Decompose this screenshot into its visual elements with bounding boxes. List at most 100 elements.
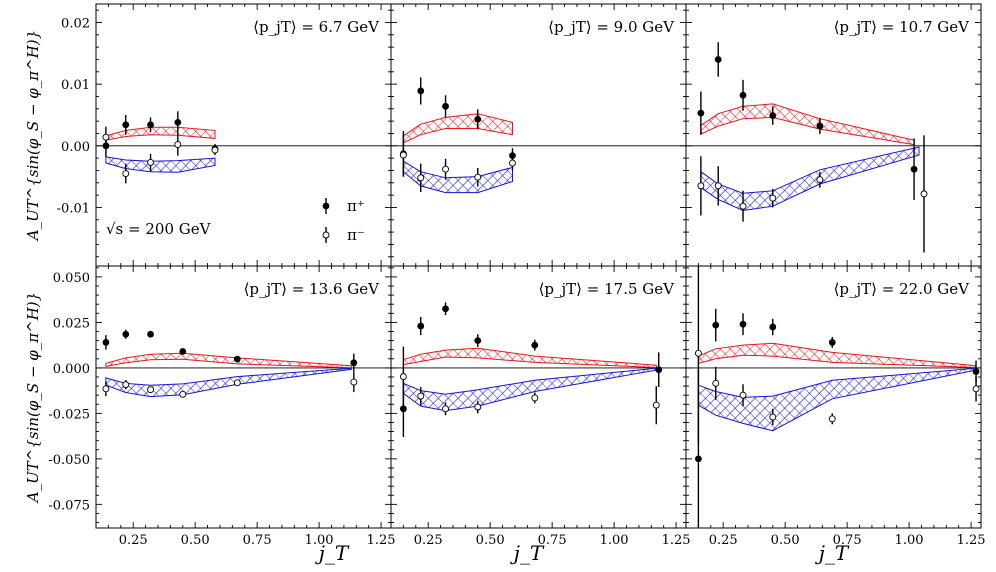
pi-plus-band — [700, 103, 915, 146]
pi-plus-point — [474, 337, 482, 344]
panel-label: ⟨p_jT⟩ = 10.7 GeV — [834, 18, 971, 36]
x-axis-label: j_T — [815, 541, 850, 565]
y-tick-label: -0.01 — [57, 201, 90, 216]
pi-minus-point — [442, 165, 449, 173]
x-tick-label: 1.00 — [895, 533, 924, 548]
x-tick-label: 0.50 — [771, 533, 800, 548]
pi-minus-point — [474, 403, 482, 411]
x-tick-label: 1.00 — [305, 533, 334, 548]
panel-frame — [95, 265, 392, 529]
panel-plot-area — [391, 302, 686, 438]
pi-minus-band — [402, 160, 513, 194]
pi-plus-band — [697, 342, 977, 369]
pi-plus-point — [442, 305, 449, 313]
panel-2 — [390, 3, 687, 267]
y-tick-label: 0.01 — [61, 78, 90, 93]
panel-plot-area — [391, 77, 686, 194]
pi-plus-point — [739, 91, 747, 99]
pi-plus-point — [417, 87, 425, 95]
pi-plus-point — [122, 330, 130, 338]
pi-minus-band — [105, 367, 352, 398]
y-axis-label: A_UT^{sin(φ_S − φ_π^H)} — [24, 292, 42, 504]
pi-minus-point — [739, 391, 747, 399]
y-tick-label: 0.050 — [53, 271, 90, 286]
x-tick-label: 1.25 — [662, 533, 691, 548]
y-tick-label: -0.075 — [48, 498, 90, 513]
panel-plot-area — [96, 329, 391, 398]
pi-plus-point — [399, 405, 407, 413]
pi-plus-point — [179, 348, 187, 355]
pi-plus-point — [174, 118, 182, 126]
pi-minus-point — [399, 151, 407, 159]
pi-plus-point — [714, 56, 722, 63]
legend-pi-plus-marker — [322, 202, 330, 210]
x-tick-label: 0.25 — [414, 533, 443, 548]
legend-pi-minus-label: π⁻ — [347, 226, 365, 244]
pi-minus-point — [174, 141, 182, 149]
x-axis-label: j_T — [315, 541, 350, 565]
x-tick-label: 0.75 — [243, 533, 272, 548]
pi-minus-point — [769, 413, 777, 421]
pi-minus-band — [697, 367, 977, 432]
pi-plus-point — [972, 368, 980, 375]
panel-label: ⟨p_jT⟩ = 9.0 GeV — [548, 18, 675, 36]
panel-frame — [685, 3, 982, 267]
legend: π⁺ π⁻ — [322, 197, 365, 244]
pi-minus-point — [714, 182, 722, 190]
pi-minus-point — [816, 176, 824, 184]
pi-minus-point — [102, 133, 110, 141]
pi-minus-point — [179, 390, 187, 398]
legend-pi-plus-label: π⁺ — [347, 197, 365, 215]
x-tick-label: 0.50 — [181, 533, 210, 548]
pi-minus-point — [122, 381, 130, 389]
pi-plus-band — [402, 347, 657, 369]
pi-minus-point — [828, 415, 836, 423]
x-tick-label: 0.75 — [833, 533, 862, 548]
panel-label: ⟨p_jT⟩ = 22.0 GeV — [834, 280, 971, 298]
pi-minus-point — [769, 194, 777, 202]
panel-label: ⟨p_jT⟩ = 17.5 GeV — [539, 280, 676, 298]
panel-plot-area — [686, 42, 981, 253]
pi-minus-point — [694, 349, 702, 357]
pi-plus-point — [769, 323, 777, 331]
pi-plus-point — [694, 455, 702, 463]
pi-minus-point — [147, 386, 154, 394]
pi-plus-point — [910, 165, 918, 173]
legend-pi-minus-marker — [322, 231, 330, 239]
pi-minus-point — [474, 173, 482, 181]
pi-plus-point — [233, 355, 241, 363]
pi-minus-point — [739, 202, 747, 210]
pi-minus-point — [920, 190, 928, 198]
pi-minus-point — [350, 378, 358, 386]
panel-frame — [390, 3, 687, 267]
panel-5 — [390, 265, 687, 529]
pi-minus-point — [233, 379, 241, 387]
pi-plus-point — [739, 320, 747, 328]
pi-minus-band — [105, 156, 216, 173]
panel-label: ⟨p_jT⟩ = 6.7 GeV — [253, 18, 380, 36]
panel-label: ⟨p_jT⟩ = 13.6 GeV — [244, 280, 381, 298]
energy-annotation: √s = 200 GeV — [106, 220, 212, 238]
pi-minus-point — [509, 159, 516, 167]
pi-plus-point — [474, 115, 482, 123]
pi-minus-point — [442, 405, 449, 413]
x-tick-label: 1.25 — [367, 533, 396, 548]
pi-plus-point — [816, 122, 824, 130]
pi-minus-point — [122, 170, 130, 177]
pi-minus-point — [697, 182, 705, 190]
pi-minus-point — [531, 394, 539, 402]
panel-3 — [685, 3, 982, 267]
y-tick-label: 0.02 — [61, 16, 90, 31]
y-axis-label: A_UT^{sin(φ_S − φ_π^H)} — [24, 30, 42, 242]
x-tick-label: 0.50 — [476, 533, 505, 548]
pi-plus-band — [105, 126, 216, 141]
y-tick-label: -0.025 — [48, 407, 90, 422]
pi-plus-point — [828, 339, 836, 346]
pi-minus-point — [712, 379, 720, 387]
panel-plot-area — [96, 111, 391, 184]
y-tick-label: 0.025 — [53, 316, 90, 331]
pi-plus-point — [102, 339, 110, 346]
panel-1 — [95, 3, 392, 267]
pi-minus-point — [652, 401, 660, 409]
